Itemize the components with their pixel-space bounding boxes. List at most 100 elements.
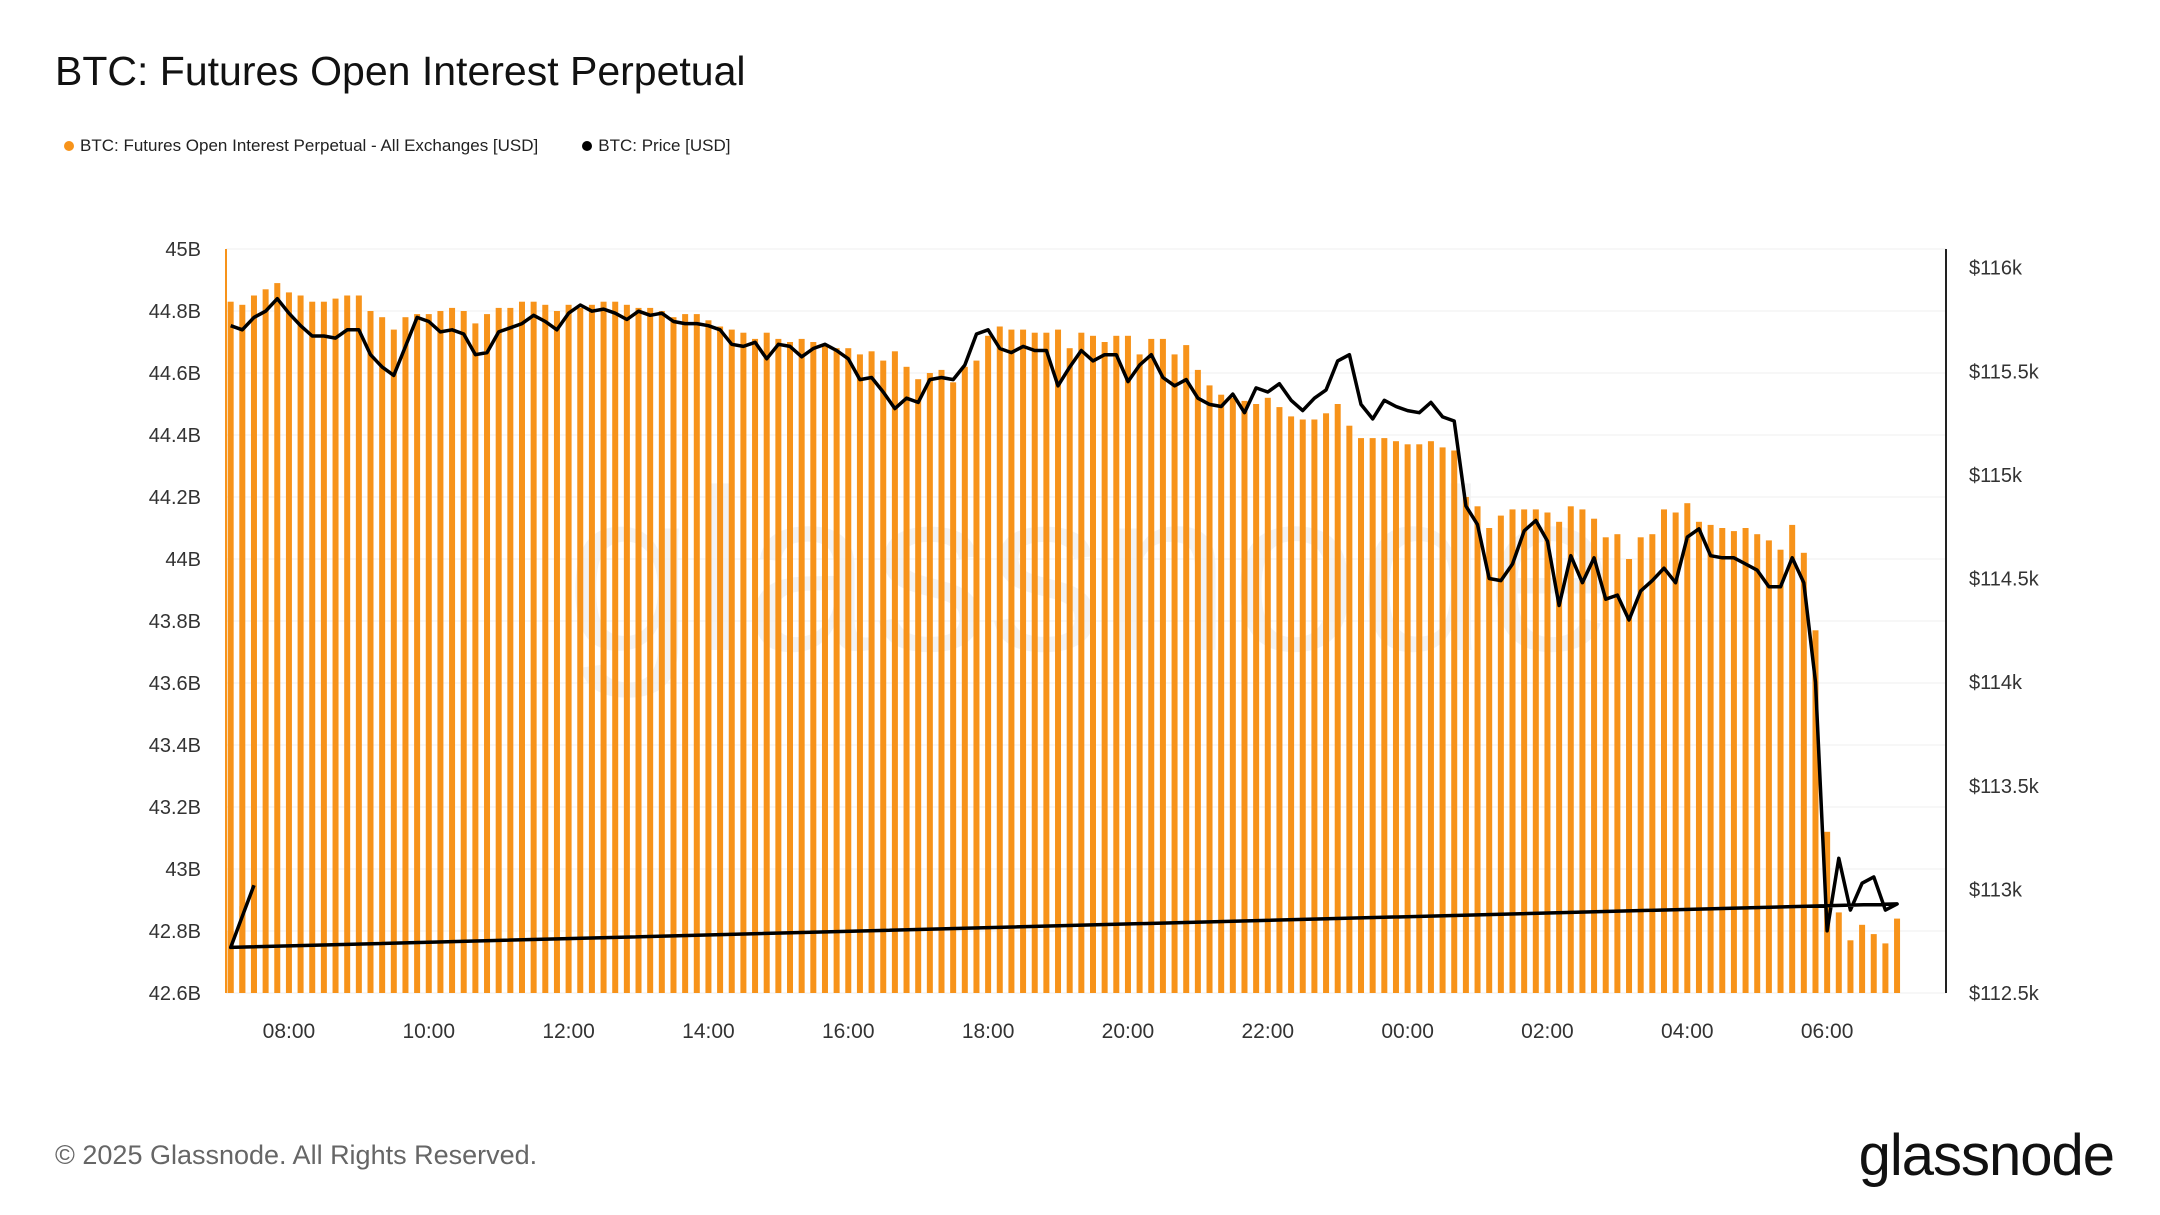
oi-bar	[1497, 515, 1504, 993]
oi-bar	[705, 320, 712, 993]
oi-bar	[1649, 534, 1656, 993]
oi-bar	[1509, 509, 1516, 993]
oi-bar	[670, 317, 677, 993]
oi-bar	[1637, 537, 1644, 993]
legend-dot-orange-icon	[64, 141, 74, 151]
oi-bar	[297, 295, 304, 993]
oi-bar	[1264, 397, 1271, 993]
oi-bar	[437, 311, 444, 993]
oi-bar	[1031, 332, 1038, 993]
oi-bar	[1008, 329, 1015, 994]
oi-bar	[1136, 354, 1143, 993]
legend: BTC: Futures Open Interest Perpetual - A…	[64, 136, 731, 156]
y-left-tick-label: 45B	[165, 239, 201, 261]
oi-bar	[1835, 912, 1842, 993]
y-right-tick-label: $115k	[1969, 465, 2023, 487]
oi-bar	[1101, 342, 1108, 993]
oi-bar	[623, 304, 630, 993]
oi-bar	[1602, 537, 1609, 993]
oi-bar	[647, 307, 654, 993]
oi-bar	[1020, 329, 1027, 994]
line-series	[228, 296, 1899, 950]
oi-bar	[856, 354, 863, 993]
legend-dot-black-icon	[582, 141, 593, 151]
oi-bar	[1614, 534, 1621, 993]
oi-bar	[775, 338, 782, 993]
oi-bar	[891, 351, 898, 993]
oi-bar	[402, 317, 409, 993]
oi-bar	[1276, 407, 1283, 994]
oi-bar	[1765, 540, 1772, 993]
oi-bar	[1404, 444, 1411, 993]
oi-bar	[1882, 943, 1889, 993]
y-right-tick-label: $113k	[1969, 879, 2023, 901]
oi-bar	[588, 304, 595, 993]
oi-bar	[484, 314, 491, 994]
oi-bar	[355, 295, 362, 993]
oi-bar	[425, 314, 432, 994]
oi-bar	[1556, 521, 1563, 993]
oi-bar	[961, 366, 968, 993]
legend-item-open-interest[interactable]: BTC: Futures Open Interest Perpetual - A…	[64, 136, 538, 156]
oi-bar	[950, 382, 957, 993]
oi-bar	[1311, 419, 1318, 993]
oi-bar	[1591, 518, 1598, 993]
oi-bar	[845, 348, 852, 993]
oi-bar	[1544, 512, 1551, 993]
y-left-tick-label: 43B	[165, 859, 201, 881]
oi-bar	[1660, 509, 1667, 993]
axes: 45B 44.8B 44.6B 44.4B 44.2B 44B 43.8B 43.6B 43.4…	[149, 239, 2040, 1043]
oi-bar	[1381, 438, 1388, 994]
oi-bar	[1789, 524, 1796, 993]
oi-bar	[880, 360, 887, 994]
legend-label: BTC: Price [USD]	[598, 136, 731, 155]
oi-bar	[390, 329, 397, 994]
glassnode-logo: glassnode	[1858, 1123, 2115, 1188]
oi-bar	[1159, 338, 1166, 993]
oi-bar	[1754, 534, 1761, 993]
oi-bar	[810, 342, 817, 993]
oi-bar	[635, 307, 642, 993]
oi-bar	[1043, 332, 1050, 993]
y-left-tick-label: 44.4B	[149, 425, 201, 447]
oi-bar	[1369, 438, 1376, 994]
oi-bar	[1194, 369, 1201, 993]
oi-bar	[367, 311, 374, 993]
oi-bar	[763, 332, 770, 993]
oi-bar	[1800, 552, 1807, 993]
oi-bar	[1055, 329, 1062, 994]
oi-bar	[507, 307, 514, 993]
y-right-tick-label: $114k	[1969, 672, 2023, 694]
oi-bar	[449, 307, 456, 993]
oi-bar	[1078, 332, 1085, 993]
legend-item-price[interactable]: BTC: Price [USD]	[582, 136, 731, 156]
oi-bar	[752, 338, 759, 993]
oi-bar	[693, 314, 700, 994]
oi-bar	[728, 329, 735, 994]
oi-bar	[903, 366, 910, 993]
oi-bar	[1486, 528, 1493, 993]
oi-bar	[915, 379, 922, 993]
oi-bar	[460, 311, 467, 993]
oi-bar	[1346, 425, 1353, 993]
x-tick-label: 02:00	[1521, 1020, 1574, 1043]
y-right-tick-label: $115.5k	[1969, 361, 2040, 383]
oi-bar	[996, 326, 1003, 993]
oi-bar	[542, 304, 549, 993]
oi-bar	[1171, 354, 1178, 993]
y-left-tick-label: 42.8B	[149, 921, 201, 943]
chart-title: BTC: Futures Open Interest Perpetual	[55, 48, 746, 94]
x-tick-label: 10:00	[402, 1020, 455, 1043]
oi-bar	[1288, 416, 1295, 993]
legend-label: BTC: Futures Open Interest Perpetual - A…	[80, 136, 539, 155]
oi-bar	[344, 295, 351, 993]
x-tick-label: 08:00	[263, 1020, 316, 1043]
oi-bar	[250, 893, 257, 993]
oi-bar	[740, 332, 747, 993]
oi-bar	[1183, 345, 1190, 994]
y-right-tick-label: $112.5k	[1969, 983, 2040, 1005]
oi-bar	[1730, 531, 1737, 993]
oi-bar	[1567, 506, 1574, 993]
oi-bar	[1462, 497, 1469, 993]
oi-bar	[1299, 419, 1306, 993]
